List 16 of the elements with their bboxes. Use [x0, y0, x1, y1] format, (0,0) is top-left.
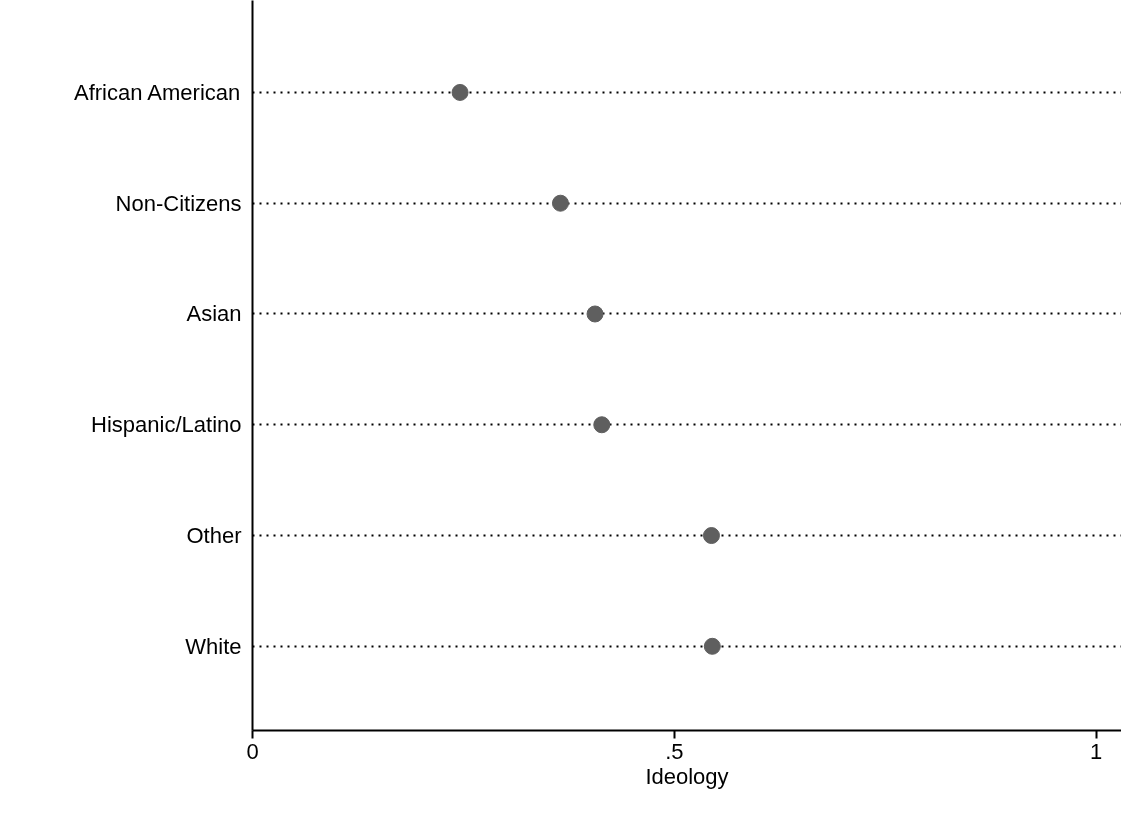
x-tick-label: 1	[1090, 738, 1103, 764]
y-tick-label: African American	[74, 79, 241, 105]
y-tick-label: Hispanic/Latino	[91, 412, 242, 438]
point	[703, 637, 721, 655]
y-tick-label: Other	[186, 523, 242, 549]
y-tick-label: White	[185, 633, 242, 659]
y-tick-label: Asian	[186, 301, 242, 327]
x-tick-label: .5	[665, 738, 684, 764]
point	[702, 527, 720, 545]
point	[451, 83, 469, 101]
point	[551, 194, 569, 212]
x-axis-title: Ideology	[645, 763, 729, 789]
y-tick-label: Non-Citizens	[115, 190, 242, 216]
point	[586, 305, 604, 323]
point	[593, 416, 611, 434]
x-tick-label: 0	[246, 738, 259, 764]
